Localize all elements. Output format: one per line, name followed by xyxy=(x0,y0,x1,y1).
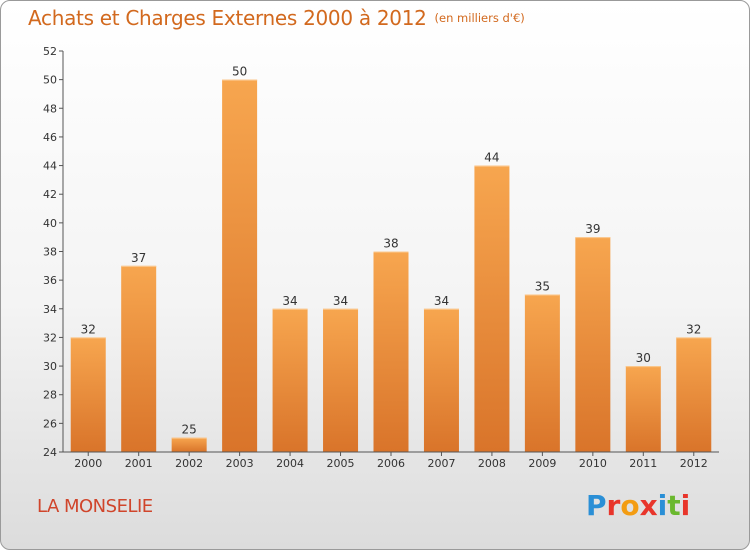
y-tick-label: 38 xyxy=(43,246,57,259)
chart-title-block: Achats et Charges Externes 2000 à 2012 (e… xyxy=(28,6,525,30)
data-label: 32 xyxy=(686,322,701,336)
commune-name: LA MONSELIE xyxy=(37,496,153,517)
data-label: 35 xyxy=(535,279,550,293)
x-tick-label: 2010 xyxy=(579,457,607,470)
x-tick-label: 2005 xyxy=(327,457,355,470)
x-tick-label: 2001 xyxy=(125,457,153,470)
bar xyxy=(524,294,560,452)
x-tick-label: 2006 xyxy=(377,457,405,470)
y-tick-label: 30 xyxy=(43,360,57,373)
bar xyxy=(625,366,661,452)
data-label: 34 xyxy=(282,294,297,308)
bar xyxy=(423,308,459,452)
x-tick-label: 2002 xyxy=(175,457,203,470)
bar xyxy=(272,308,308,452)
bar xyxy=(575,237,611,452)
logo-letter: x xyxy=(639,489,658,522)
y-tick-label: 44 xyxy=(43,160,57,173)
bar xyxy=(474,165,510,453)
y-tick-label: 40 xyxy=(43,217,57,230)
data-label: 38 xyxy=(383,237,398,251)
bar xyxy=(171,437,207,452)
bar xyxy=(373,251,409,452)
bars-group: 32 37 25 50 34 34 38 34 44 35 39 30 32 xyxy=(70,65,712,453)
logo-letter: o xyxy=(620,489,640,522)
x-tick-label: 2009 xyxy=(528,457,556,470)
data-label: 50 xyxy=(232,65,247,79)
logo-letter: r xyxy=(606,489,621,522)
y-tick-label: 48 xyxy=(43,102,57,115)
data-label: 34 xyxy=(333,294,348,308)
x-tick-label: 2012 xyxy=(680,457,708,470)
x-tick-label: 2011 xyxy=(629,457,657,470)
logo-letter: i xyxy=(657,489,668,522)
y-tick-label: 36 xyxy=(43,274,57,287)
y-tick-label: 24 xyxy=(43,446,57,459)
bar xyxy=(121,265,157,452)
logo-letter: P xyxy=(586,489,607,522)
data-label: 37 xyxy=(131,251,146,265)
data-label: 25 xyxy=(182,423,197,437)
bar xyxy=(222,79,258,453)
x-tick-label: 2007 xyxy=(427,457,455,470)
x-tick-label: 2003 xyxy=(226,457,254,470)
logo-letter: t xyxy=(667,489,681,522)
x-tick-label: 2008 xyxy=(478,457,506,470)
y-tick-label: 34 xyxy=(43,303,57,316)
axes-group: 24 26 28 30 32 34 36 38 40 42 44 46 48 50 52 2000 2001 20… xyxy=(43,45,719,470)
bar xyxy=(676,337,712,452)
chart-title: Achats et Charges Externes 2000 à 2012 xyxy=(28,6,427,30)
proxiti-logo[interactable]: Proxiti xyxy=(586,489,690,522)
y-tick-label: 26 xyxy=(43,417,57,430)
bar xyxy=(323,308,359,452)
data-label: 44 xyxy=(484,151,499,165)
data-label: 30 xyxy=(636,351,651,365)
data-label: 32 xyxy=(81,322,96,336)
x-tick-label: 2004 xyxy=(276,457,304,470)
logo-letter: i xyxy=(680,489,691,522)
y-tick-label: 32 xyxy=(43,331,57,344)
y-tick-label: 28 xyxy=(43,389,57,402)
y-tick-label: 50 xyxy=(43,74,57,87)
chart-subtitle: (en milliers d'€) xyxy=(434,11,525,25)
bar xyxy=(70,337,106,452)
y-tick-label: 46 xyxy=(43,131,57,144)
y-tick-label: 42 xyxy=(43,188,57,201)
x-tick-label: 2000 xyxy=(74,457,102,470)
data-label: 39 xyxy=(585,222,600,236)
data-label: 34 xyxy=(434,294,449,308)
y-tick-label: 52 xyxy=(43,45,57,58)
